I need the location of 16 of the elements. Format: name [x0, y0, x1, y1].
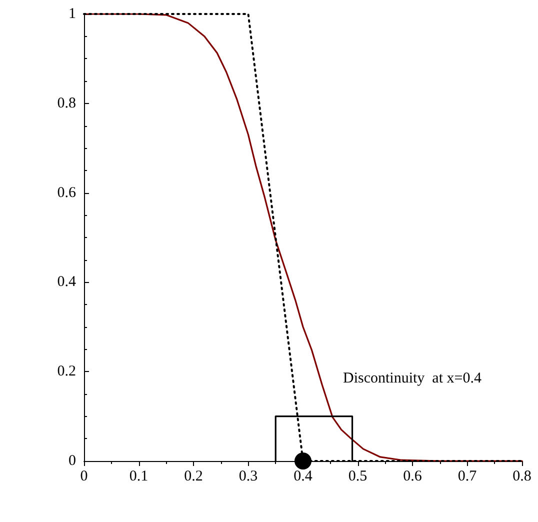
x-tick-label: 0.8 — [512, 468, 532, 484]
x-tick-label: 0.2 — [184, 468, 203, 484]
x-tick-label: 0.5 — [348, 468, 368, 484]
x-tick-label: 0.6 — [403, 468, 422, 484]
y-tick-label: 1 — [68, 6, 76, 22]
y-tick-label: 0.4 — [57, 274, 76, 290]
y-tick-label: 0.8 — [57, 95, 76, 112]
x-tick-label: 0.3 — [238, 468, 258, 484]
y-tick-label: 0 — [68, 453, 76, 469]
y-tick-label: 0.2 — [57, 364, 76, 380]
x-tick-label: 0 — [80, 468, 88, 484]
annotation: Discontinuity at x=0.4 — [343, 370, 482, 386]
y-tick-label: 0.6 — [57, 184, 76, 201]
x-tick-label: 0.1 — [129, 468, 148, 484]
x-tick-label: 0.4 — [294, 468, 313, 484]
x-tick-label: 0.7 — [458, 468, 478, 484]
